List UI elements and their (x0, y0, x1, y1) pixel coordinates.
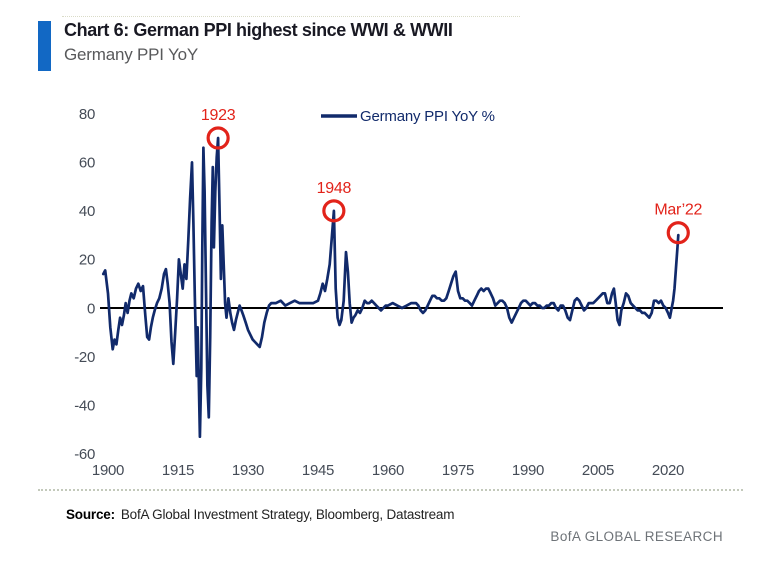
x-tick-label: 2020 (652, 462, 684, 479)
source-label: Source: (66, 507, 115, 522)
x-tick-label: 2005 (582, 462, 614, 479)
y-tick-label: 20 (79, 252, 95, 269)
y-tick-label: -60 (74, 446, 95, 463)
y-tick-label: -40 (74, 397, 95, 414)
y-tick-label: 0 (87, 300, 95, 317)
annotation-circle (322, 199, 346, 223)
y-tick-label: -20 (74, 349, 95, 366)
source-text: BofA Global Investment Strategy, Bloombe… (120, 507, 455, 522)
x-tick-label: 1945 (302, 462, 334, 479)
annotation-label: Mar’22 (654, 202, 702, 219)
brand-footer: BofA GLOBAL RESEARCH (550, 529, 723, 544)
annotation-circle (206, 126, 230, 150)
x-tick-label: 1960 (372, 462, 404, 479)
y-tick-label: 40 (79, 203, 95, 220)
y-tick-label: 60 (79, 155, 95, 172)
chart-subtitle: Germany PPI YoY (64, 45, 199, 64)
x-tick-label: 1930 (232, 462, 264, 479)
x-tick-label: 1915 (162, 462, 194, 479)
y-tick-label: 80 (79, 106, 95, 123)
title-accent-bar (38, 21, 51, 71)
source-line: Source: BofA Global Investment Strategy, … (66, 507, 454, 522)
annotation-label: 1948 (317, 180, 352, 197)
x-tick-label: 1900 (92, 462, 124, 479)
annotation-circle (666, 221, 690, 245)
annotation-label: 1923 (201, 107, 236, 124)
ppi-series-line (101, 136, 680, 439)
x-tick-label: 1975 (442, 462, 474, 479)
legend-label: Germany PPI YoY % (360, 108, 495, 125)
chart-title: Chart 6: German PPI highest since WWI & … (64, 20, 453, 40)
x-tick-label: 1990 (512, 462, 544, 479)
source-separator (38, 489, 743, 491)
top-dotted-rule (62, 16, 520, 17)
